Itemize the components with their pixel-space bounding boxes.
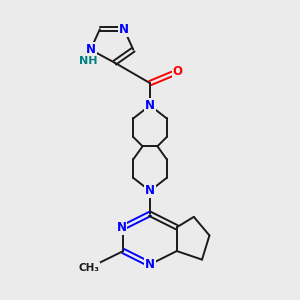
Text: CH₃: CH₃ [78,263,99,273]
Text: O: O [173,65,183,79]
Text: NH: NH [80,56,98,66]
Text: N: N [145,99,155,112]
Text: N: N [119,23,129,36]
Text: N: N [145,258,155,271]
Text: N: N [116,221,126,234]
Text: N: N [145,184,155,197]
Text: N: N [85,43,96,56]
